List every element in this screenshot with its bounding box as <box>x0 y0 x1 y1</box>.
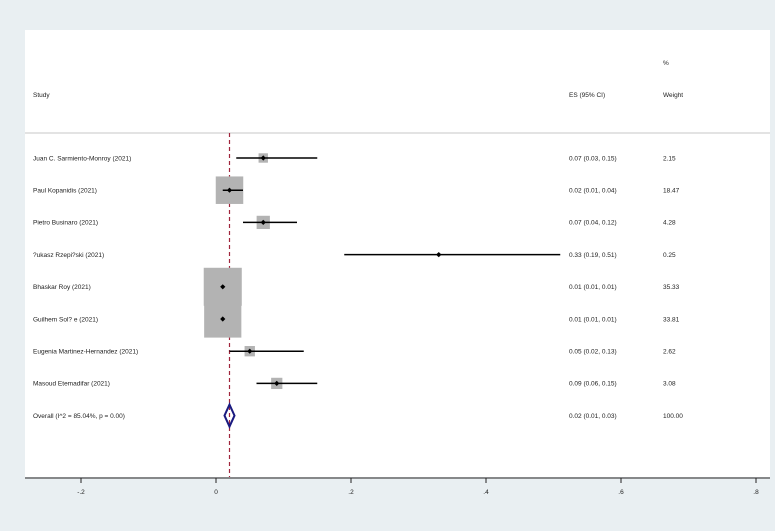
point-estimate <box>226 187 233 193</box>
study-name: Guilhem Sol? e (2021) <box>33 316 98 323</box>
study-name: Paul Kopanidis (2021) <box>33 188 97 195</box>
study-name: Juan C. Sarmiento-Monroy (2021) <box>33 155 131 162</box>
point-estimate <box>260 219 266 225</box>
point-estimate <box>247 348 253 354</box>
study-name: ?ukasz Rzepi?ski (2021) <box>33 252 104 259</box>
x-tick-label: .4 <box>483 489 489 496</box>
es-header: ES (95% CI) <box>569 92 605 99</box>
study-weight: 2.62 <box>663 349 676 356</box>
study-weight: 35.33 <box>663 284 680 291</box>
study-name: Eugenia Martinez-Hernandez (2021) <box>33 349 138 356</box>
study-name: Bhaskar Roy (2021) <box>33 284 91 291</box>
x-tick-label: .8 <box>753 489 759 496</box>
study-row: ?ukasz Rzepi?ski (2021) 0.33 (0.19, 0.51)… <box>33 252 676 259</box>
x-tick-label: 0 <box>214 489 218 496</box>
study-es-ci: 0.07 (0.03, 0.15) <box>569 155 617 162</box>
study-es-ci: 0.05 (0.02, 0.13) <box>569 349 617 356</box>
study-weight: 3.08 <box>663 381 676 388</box>
overall-es-ci: 0.02 (0.01, 0.03) <box>569 413 617 420</box>
study-row: Bhaskar Roy (2021) 0.01 (0.01, 0.01) 35.33 <box>33 267 680 306</box>
study-rows: Juan C. Sarmiento-Monroy (2021) 0.07 (0.0… <box>33 153 680 390</box>
weight-header: Weight <box>663 92 683 99</box>
point-estimate <box>220 316 226 322</box>
study-header: Study <box>33 92 50 99</box>
point-estimate <box>274 380 280 386</box>
study-row: Paul Kopanidis (2021) 0.02 (0.01, 0.04) 18… <box>33 176 680 204</box>
study-weight: 0.25 <box>663 252 676 259</box>
point-estimate <box>260 155 266 161</box>
study-row: Masoud Etemadifar (2021) 0.09 (0.06, 0.15… <box>33 377 676 390</box>
x-tick-label: -.2 <box>77 489 85 496</box>
point-estimate <box>220 284 226 290</box>
study-row: Eugenia Martinez-Hernandez (2021) 0.05 (0… <box>33 346 676 357</box>
study-es-ci: 0.33 (0.19, 0.51) <box>569 252 617 259</box>
study-name: Pietro Businaro (2021) <box>33 220 98 227</box>
overall-weight: 100.00 <box>663 413 683 420</box>
study-es-ci: 0.09 (0.06, 0.15) <box>569 381 617 388</box>
study-weight: 33.81 <box>663 316 680 323</box>
overall-diamond <box>223 402 236 430</box>
study-row: Pietro Businaro (2021) 0.07 (0.04, 0.12) 4… <box>33 215 676 230</box>
study-es-ci: 0.02 (0.01, 0.04) <box>569 188 617 195</box>
study-es-ci: 0.01 (0.01, 0.01) <box>569 284 617 291</box>
overall-label: Overall (I^2 = 85.04%, p = 0.00) <box>33 413 125 420</box>
study-weight: 2.15 <box>663 155 676 162</box>
x-axis-ticks: -.2 0 .2 .4 .6 .8 <box>77 478 759 496</box>
study-row: Guilhem Sol? e (2021) 0.01 (0.01, 0.01) 33… <box>33 300 680 338</box>
study-weight: 4.28 <box>663 220 676 227</box>
point-estimate <box>436 252 442 258</box>
study-name: Masoud Etemadifar (2021) <box>33 381 110 388</box>
x-tick-label: .2 <box>348 489 354 496</box>
study-es-ci: 0.01 (0.01, 0.01) <box>569 316 617 323</box>
study-weight: 18.47 <box>663 188 680 195</box>
overall-row: Overall (I^2 = 85.04%, p = 0.00) 0.02 (0.… <box>33 402 683 430</box>
x-tick-label: .6 <box>618 489 624 496</box>
study-es-ci: 0.07 (0.04, 0.12) <box>569 220 617 227</box>
study-row: Juan C. Sarmiento-Monroy (2021) 0.07 (0.0… <box>33 153 676 163</box>
plot-panel <box>25 30 770 477</box>
weight-header-percent: % <box>663 60 669 67</box>
